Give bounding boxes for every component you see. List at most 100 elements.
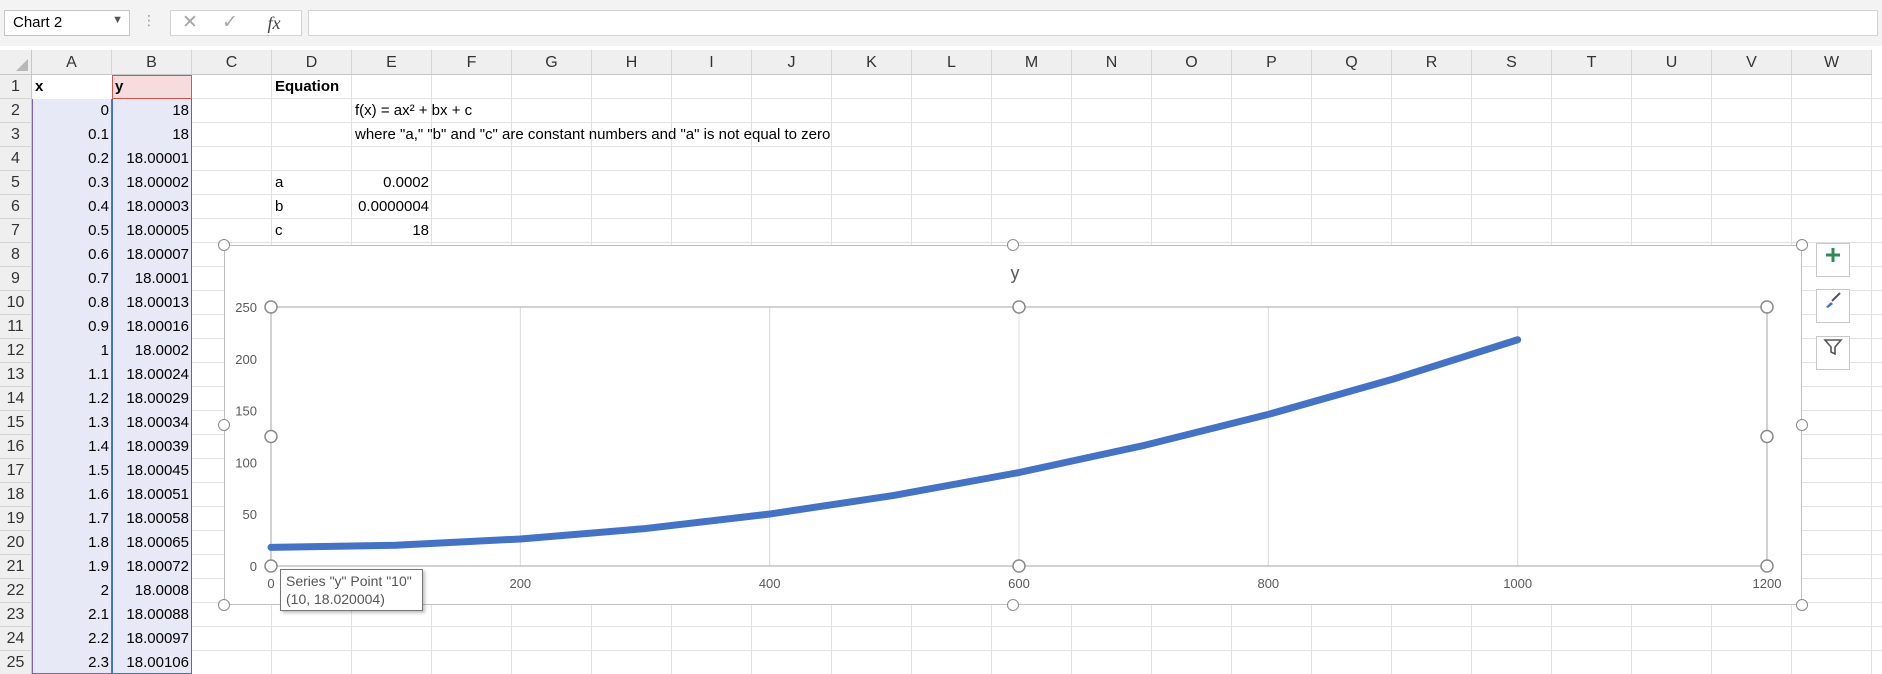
cell-y-value[interactable]: 18.00097 [112, 627, 192, 651]
column-header-w[interactable]: W [1792, 50, 1872, 75]
column-header-n[interactable]: N [1072, 50, 1152, 75]
column-header-k[interactable]: K [832, 50, 912, 75]
row-header-9[interactable]: 9 [0, 267, 32, 291]
row-header-5[interactable]: 5 [0, 171, 32, 195]
row-header-23[interactable]: 23 [0, 603, 32, 627]
cell-a1[interactable]: x [32, 75, 112, 99]
cell-y-value[interactable]: 18.00013 [112, 291, 192, 315]
cell-x-value[interactable]: 0.3 [32, 171, 112, 195]
cell-e2[interactable]: f(x) = ax² + bx + c [355, 102, 473, 119]
insert-function-icon[interactable]: fx [267, 13, 281, 33]
cell-y-value[interactable]: 18.00016 [112, 315, 192, 339]
row-header-21[interactable]: 21 [0, 555, 32, 579]
cell-x-value[interactable]: 0.5 [32, 219, 112, 243]
enter-icon[interactable]: ✓ [222, 12, 238, 33]
chart-elements-button[interactable] [1816, 243, 1850, 277]
column-header-c[interactable]: C [192, 50, 272, 75]
chart-filters-button[interactable] [1816, 336, 1850, 370]
cell-x-value[interactable]: 2.2 [32, 627, 112, 651]
row-header-17[interactable]: 17 [0, 459, 32, 483]
column-header-h[interactable]: H [592, 50, 672, 75]
column-header-t[interactable]: T [1552, 50, 1632, 75]
row-header-24[interactable]: 24 [0, 627, 32, 651]
row-header-22[interactable]: 22 [0, 579, 32, 603]
row-header-14[interactable]: 14 [0, 387, 32, 411]
cell-b1[interactable]: y [112, 75, 192, 99]
chart-resize-handle[interactable] [1007, 599, 1019, 611]
chart-styles-button[interactable] [1816, 289, 1850, 323]
cell-x-value[interactable]: 1.6 [32, 483, 112, 507]
column-header-a[interactable]: A [32, 50, 112, 75]
chart-resize-handle[interactable] [218, 239, 230, 251]
cell-y-value[interactable]: 18.00106 [112, 651, 192, 674]
cell-x-value[interactable]: 1.2 [32, 387, 112, 411]
cell-e5[interactable]: 0.0002 [383, 174, 429, 191]
column-header-d[interactable]: D [272, 50, 352, 75]
column-header-b[interactable]: B [112, 50, 192, 75]
cell-x-value[interactable]: 0.6 [32, 243, 112, 267]
cell-y-value[interactable]: 18.00072 [112, 555, 192, 579]
column-header-q[interactable]: Q [1312, 50, 1392, 75]
cell-y-value[interactable]: 18.00088 [112, 603, 192, 627]
chart-resize-handle[interactable] [1796, 419, 1808, 431]
cell-x-value[interactable]: 1.8 [32, 531, 112, 555]
cell-y-value[interactable]: 18.00005 [112, 219, 192, 243]
column-header-v[interactable]: V [1712, 50, 1792, 75]
row-header-12[interactable]: 12 [0, 339, 32, 363]
cell-y-value[interactable]: 18.0001 [112, 267, 192, 291]
cell-e6[interactable]: 0.0000004 [358, 198, 429, 215]
row-header-20[interactable]: 20 [0, 531, 32, 555]
cell-e7[interactable]: 18 [412, 222, 429, 239]
cell-d5[interactable]: a [275, 174, 284, 191]
chart-resize-handle[interactable] [1796, 239, 1808, 251]
cell-y-value[interactable]: 18.00058 [112, 507, 192, 531]
cell-y-value[interactable]: 18.00003 [112, 195, 192, 219]
row-header-11[interactable]: 11 [0, 315, 32, 339]
cell-y-value[interactable]: 18.0002 [112, 339, 192, 363]
column-header-o[interactable]: O [1152, 50, 1232, 75]
row-header-1[interactable]: 1 [0, 75, 32, 99]
cell-x-value[interactable]: 0.8 [32, 291, 112, 315]
cell-x-value[interactable]: 0.7 [32, 267, 112, 291]
cell-y-value[interactable]: 18.00045 [112, 459, 192, 483]
cell-x-value[interactable]: 1.5 [32, 459, 112, 483]
cell-e3[interactable]: where "a," "b" and "c" are constant numb… [355, 126, 831, 143]
column-header-g[interactable]: G [512, 50, 592, 75]
column-header-m[interactable]: M [992, 50, 1072, 75]
row-header-6[interactable]: 6 [0, 195, 32, 219]
cell-y-value[interactable]: 18.00029 [112, 387, 192, 411]
more-options-icon[interactable]: ⋮ [142, 12, 156, 28]
column-header-i[interactable]: I [672, 50, 752, 75]
row-header-8[interactable]: 8 [0, 243, 32, 267]
cell-x-value[interactable]: 1.1 [32, 363, 112, 387]
column-header-j[interactable]: J [752, 50, 832, 75]
row-header-18[interactable]: 18 [0, 483, 32, 507]
cell-x-value[interactable]: 1 [32, 339, 112, 363]
cell-x-value[interactable]: 2 [32, 579, 112, 603]
row-header-3[interactable]: 3 [0, 123, 32, 147]
row-header-16[interactable]: 16 [0, 435, 32, 459]
cell-x-value[interactable]: 1.4 [32, 435, 112, 459]
chart-resize-handle[interactable] [218, 419, 230, 431]
row-header-4[interactable]: 4 [0, 147, 32, 171]
select-all-corner[interactable] [0, 50, 32, 75]
cell-y-value[interactable]: 18.00039 [112, 435, 192, 459]
row-header-2[interactable]: 2 [0, 99, 32, 123]
cell-d1[interactable]: Equation [275, 78, 340, 95]
row-header-25[interactable]: 25 [0, 651, 32, 674]
chart-resize-handle[interactable] [218, 599, 230, 611]
cell-x-value[interactable]: 0.4 [32, 195, 112, 219]
column-header-f[interactable]: F [432, 50, 512, 75]
row-header-15[interactable]: 15 [0, 411, 32, 435]
cell-x-value[interactable]: 0.1 [32, 123, 112, 147]
cell-y-value[interactable]: 18.00065 [112, 531, 192, 555]
chevron-down-icon[interactable]: ▼ [112, 14, 123, 26]
cell-x-value[interactable]: 1.7 [32, 507, 112, 531]
cell-x-value[interactable]: 1.9 [32, 555, 112, 579]
cell-y-value[interactable]: 18.00051 [112, 483, 192, 507]
row-header-7[interactable]: 7 [0, 219, 32, 243]
cancel-icon[interactable]: ✕ [182, 12, 198, 33]
cell-x-value[interactable]: 1.3 [32, 411, 112, 435]
formula-input[interactable] [308, 10, 1878, 36]
cell-y-value[interactable]: 18 [112, 99, 192, 123]
